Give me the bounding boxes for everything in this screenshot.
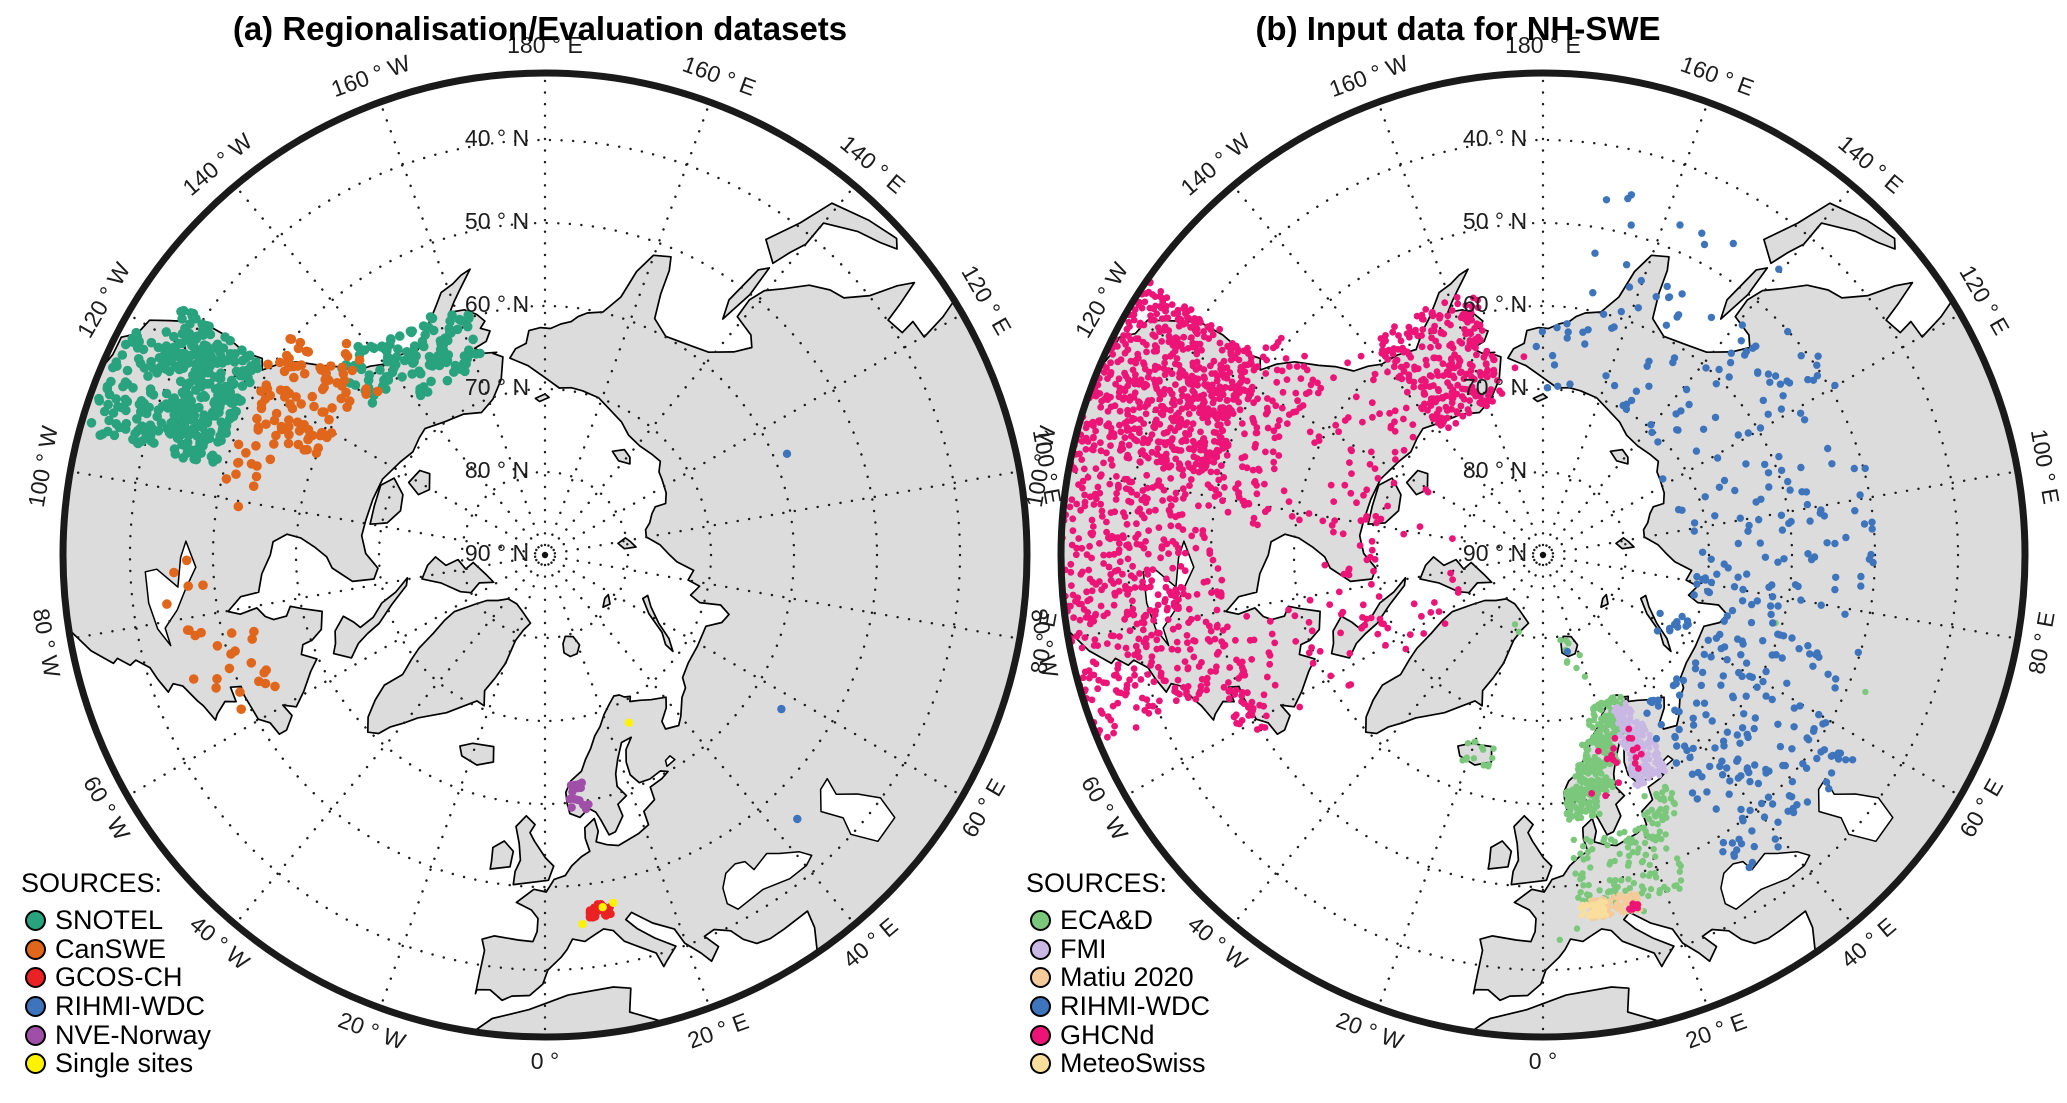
map-border-b: [1057, 69, 2029, 1041]
legend-swatch-fmi: [1030, 938, 1051, 960]
lon-label: 180 ° E: [507, 32, 583, 58]
lat-label: 70 ° N: [465, 374, 529, 400]
legend-label: Single sites: [55, 1048, 194, 1079]
legend-label: RIHMI-WDC: [1060, 990, 1210, 1021]
source-layer-a-rihmi-wdc: [777, 449, 802, 824]
legend-label: FMI: [1060, 933, 1107, 964]
source-layer-a-single-sites: [578, 718, 634, 929]
legend-item-meteoswiss: MeteoSwiss: [1026, 1049, 1326, 1078]
graticule-b: [1068, 75, 2018, 1035]
legend-item-rihmi-wdc: RIHMI-WDC: [1026, 992, 1326, 1021]
map-border-a: [59, 69, 1031, 1041]
source-layer-b-rihmi-wdc: [1532, 191, 1877, 872]
legend-swatch-eca-d: [1030, 909, 1051, 931]
legend-item-matiu-2020: Matiu 2020: [1026, 963, 1326, 992]
panel-a-title: (a) Regionalisation/Evaluation datasets: [232, 10, 848, 47]
lon-label: 180 ° E: [1505, 32, 1581, 58]
legend-item-fmi: FMI: [1026, 935, 1326, 964]
panel-b-legend-items: ECA&D FMI Matiu 2020 RIHMI-WDC GHCNd MeteoSwi…: [1026, 906, 1326, 1078]
legend-label: GHCNd: [1060, 1019, 1155, 1050]
panel-a-legend-items: SNOTEL CanSWE GCOS-CH RIHMI-WDC NVE-Norway Si…: [21, 906, 321, 1078]
legend-swatch-snotel: [25, 909, 46, 931]
legend-item-canswe: CanSWE: [21, 935, 321, 964]
lat-label: 70 ° N: [1463, 374, 1527, 400]
legend-label: CanSWE: [55, 933, 167, 964]
legend-swatch-rihmi-wdc: [25, 995, 46, 1017]
panel-b-title: (b) Input data for NH-SWE: [1255, 10, 1661, 47]
lon-label: 80 ° E: [2023, 610, 2060, 676]
pole-marker-b: [1539, 551, 1547, 559]
legend-swatch-matiu-2020: [1030, 967, 1051, 989]
lat-label: 80 ° N: [465, 457, 529, 483]
source-layer-b-meteoswiss: [1577, 898, 1609, 920]
lon-label: 0 °: [531, 1048, 559, 1074]
legend-item-gcos-ch: GCOS-CH: [21, 963, 321, 992]
legend-label: MeteoSwiss: [1060, 1048, 1206, 1079]
lakes-a: [144, 540, 896, 910]
source-layer-b-ghcnd: [1063, 278, 1645, 913]
panel-b-legend: SOURCES: ECA&D FMI Matiu 2020 RIHMI-WDC GHCN…: [1026, 868, 1326, 1078]
lat-label: 50 ° N: [1463, 208, 1527, 234]
lat-labels-a: 40 ° N 50 ° N 60 ° N 70 ° N 80 ° N 90 ° N: [465, 125, 529, 566]
lat-labels-b: 40 ° N 50 ° N 60 ° N 70 ° N 80 ° N 90 ° N: [1463, 125, 1527, 566]
panel-a-legend: SOURCES: SNOTEL CanSWE GCOS-CH RIHMI-WDC NVE…: [21, 868, 321, 1078]
legend-item-snotel: SNOTEL: [21, 906, 321, 935]
lat-label: 90 ° N: [465, 540, 529, 566]
pole-marker-a: [541, 551, 549, 559]
legend-item-eca-d: ECA&D: [1026, 906, 1326, 935]
lat-label: 40 ° N: [1463, 125, 1527, 151]
legend-label: GCOS-CH: [55, 962, 183, 993]
legend-item-single-sites: Single sites: [21, 1049, 321, 1078]
lat-label: 90 ° N: [1463, 540, 1527, 566]
legend-label: Matiu 2020: [1060, 962, 1194, 993]
legend-swatch-single-sites: [25, 1053, 46, 1075]
legend-item-nve-norway: NVE-Norway: [21, 1021, 321, 1050]
lat-label: 60 ° N: [465, 291, 529, 317]
lon-label: 100 ° W: [23, 424, 63, 510]
lat-label: 50 ° N: [465, 208, 529, 234]
source-layer-a-canswe: [162, 334, 383, 714]
lon-label: 80 ° W: [28, 606, 66, 679]
legend-label: SNOTEL: [55, 904, 164, 935]
source-layer-a-nve-norway: [565, 778, 593, 814]
legend-label: RIHMI-WDC: [55, 990, 205, 1021]
lat-label: 80 ° N: [1463, 457, 1527, 483]
legend-swatch-gcos-ch: [25, 967, 46, 989]
legend-swatch-nve-norway: [25, 1024, 46, 1046]
legend-label: ECA&D: [1060, 904, 1154, 935]
legend-swatch-meteoswiss: [1030, 1053, 1051, 1075]
legend-swatch-ghcnd: [1030, 1024, 1051, 1046]
lon-label: 100 ° E: [2026, 427, 2065, 506]
lat-label: 60 ° N: [1463, 291, 1527, 317]
legend-swatch-rihmi-wdc: [1030, 995, 1051, 1017]
legend-label: NVE-Norway: [55, 1019, 212, 1050]
panel-a-legend-heading: SOURCES:: [21, 868, 163, 898]
lon-label: 0 °: [1529, 1048, 1557, 1074]
legend-swatch-canswe: [25, 938, 46, 960]
legend-item-rihmi-wdc: RIHMI-WDC: [21, 992, 321, 1021]
panel-b-legend-heading: SOURCES:: [1026, 868, 1168, 898]
lat-label: 40 ° N: [465, 125, 529, 151]
legend-item-ghcnd: GHCNd: [1026, 1021, 1326, 1050]
graticule-a: [70, 75, 1020, 1035]
source-layer-a-snotel: [86, 305, 485, 467]
